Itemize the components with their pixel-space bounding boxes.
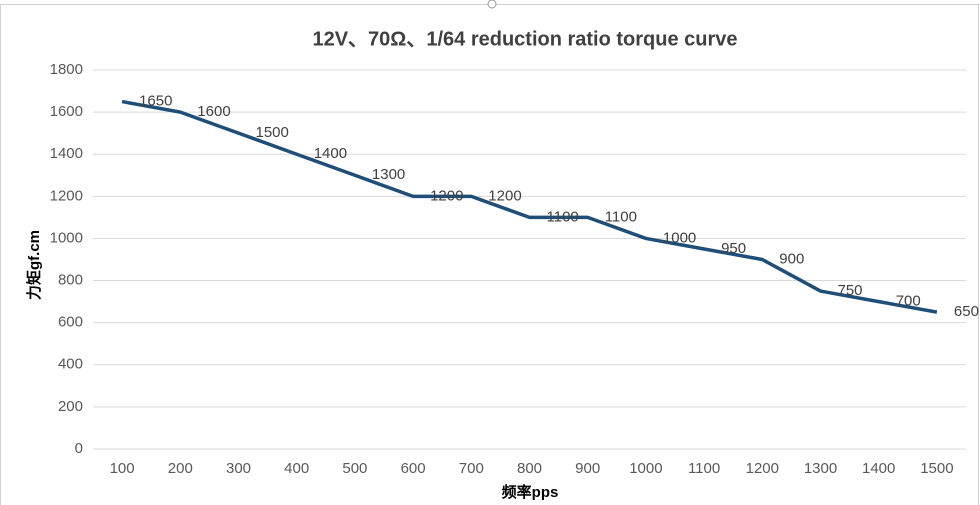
data-label: 750 <box>838 282 863 299</box>
x-tick-label: 500 <box>342 460 367 477</box>
x-tick-label: 400 <box>284 460 309 477</box>
data-label: 1300 <box>372 166 405 183</box>
x-tick-label: 200 <box>168 460 193 477</box>
x-axis-title: 频率pps <box>502 483 559 501</box>
x-tick-label: 700 <box>459 460 484 477</box>
data-label: 1100 <box>547 208 579 225</box>
y-tick-label: 0 <box>75 440 83 457</box>
x-tick-label: 600 <box>401 460 426 477</box>
x-tick-label: 900 <box>575 460 600 477</box>
data-label: 950 <box>721 240 746 257</box>
data-label: 900 <box>779 250 804 267</box>
x-tick-label: 1200 <box>746 460 779 477</box>
data-label: 1600 <box>197 103 230 120</box>
y-tick-label: 600 <box>58 314 83 331</box>
data-label: 1100 <box>605 208 637 225</box>
y-tick-label: 1000 <box>50 229 83 246</box>
data-label: 1000 <box>663 229 696 246</box>
x-tick-label: 1400 <box>862 460 895 477</box>
data-label: 1400 <box>314 145 347 162</box>
y-tick-label: 200 <box>58 398 83 415</box>
data-label: 1200 <box>430 187 463 204</box>
y-axis-title: 力矩gf.cm <box>25 230 43 300</box>
y-tick-label: 800 <box>58 272 83 289</box>
x-tick-label: 100 <box>110 460 135 477</box>
resize-handle <box>487 0 497 9</box>
x-tick-label: 300 <box>226 460 251 477</box>
y-tick-label: 1800 <box>50 61 83 78</box>
data-label: 650 <box>954 303 979 320</box>
y-tick-label: 1600 <box>50 103 83 120</box>
y-tick-label: 400 <box>58 356 83 373</box>
data-label: 1650 <box>139 93 172 110</box>
x-tick-label: 1300 <box>804 460 837 477</box>
y-tick-label: 1400 <box>50 145 83 162</box>
y-tick-label: 1200 <box>50 187 83 204</box>
x-tick-label: 800 <box>517 460 542 477</box>
data-label: 1200 <box>488 187 521 204</box>
chart-frame <box>0 4 979 505</box>
x-tick-label: 1100 <box>688 460 720 477</box>
x-tick-label: 1000 <box>629 460 662 477</box>
x-tick-label: 1500 <box>920 460 953 477</box>
data-label: 1500 <box>256 124 289 141</box>
chart-title: 12V、70Ω、1/64 reduction ratio torque curv… <box>312 28 737 50</box>
line-series <box>121 99 938 314</box>
data-label: 700 <box>896 293 921 310</box>
